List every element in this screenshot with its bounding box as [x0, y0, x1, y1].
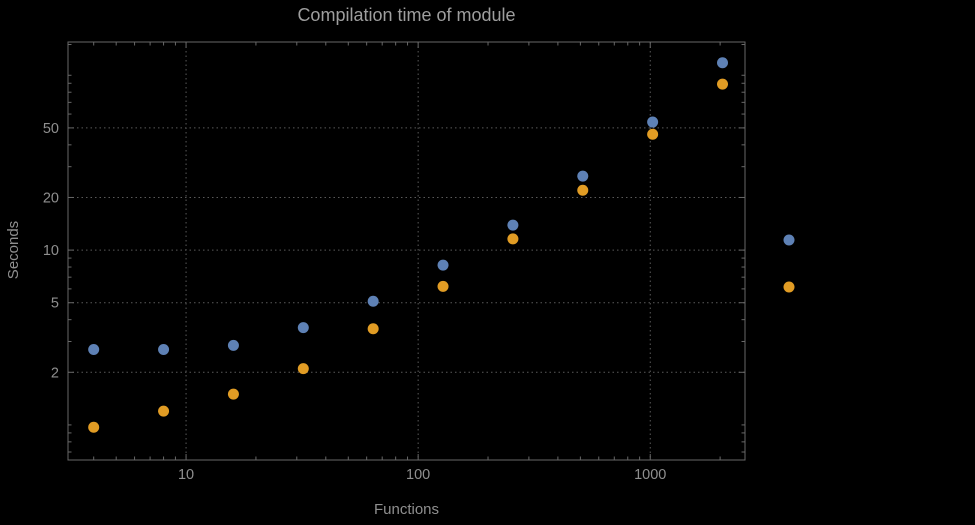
chart-title: Compilation time of module [297, 5, 516, 25]
data-point-blue-series [367, 295, 379, 307]
data-point-orange-series [577, 184, 589, 196]
y-tick-label: 20 [43, 190, 59, 206]
x-tick-label: 10 [178, 467, 194, 483]
legend-marker-orange-series [783, 281, 795, 293]
x-tick-label: 1000 [634, 467, 666, 483]
data-point-blue-series [507, 219, 519, 231]
y-tick-label: 2 [51, 365, 59, 381]
y-tick-label: 5 [51, 296, 59, 312]
data-point-orange-series [227, 388, 239, 400]
data-point-blue-series [717, 57, 729, 69]
data-point-orange-series [297, 363, 309, 375]
x-axis-label: Functions [373, 501, 440, 518]
legend-marker-blue-series [783, 234, 795, 246]
data-point-orange-series [717, 78, 729, 90]
plot-frame [67, 41, 746, 461]
data-point-blue-series [158, 344, 170, 356]
y-tick-label: 10 [43, 243, 59, 259]
data-point-blue-series [577, 170, 589, 182]
x-tick-label: 100 [406, 467, 430, 483]
data-point-blue-series [227, 339, 239, 351]
data-point-orange-series [158, 405, 170, 417]
data-point-orange-series [507, 233, 519, 245]
data-point-orange-series [437, 280, 449, 292]
data-point-orange-series [367, 323, 379, 335]
data-point-blue-series [88, 344, 100, 356]
data-point-blue-series [297, 322, 309, 334]
y-tick-label: 50 [43, 121, 59, 137]
data-point-orange-series [88, 421, 100, 433]
data-point-orange-series [647, 128, 659, 140]
data-point-blue-series [437, 259, 449, 271]
data-point-blue-series [647, 116, 659, 128]
